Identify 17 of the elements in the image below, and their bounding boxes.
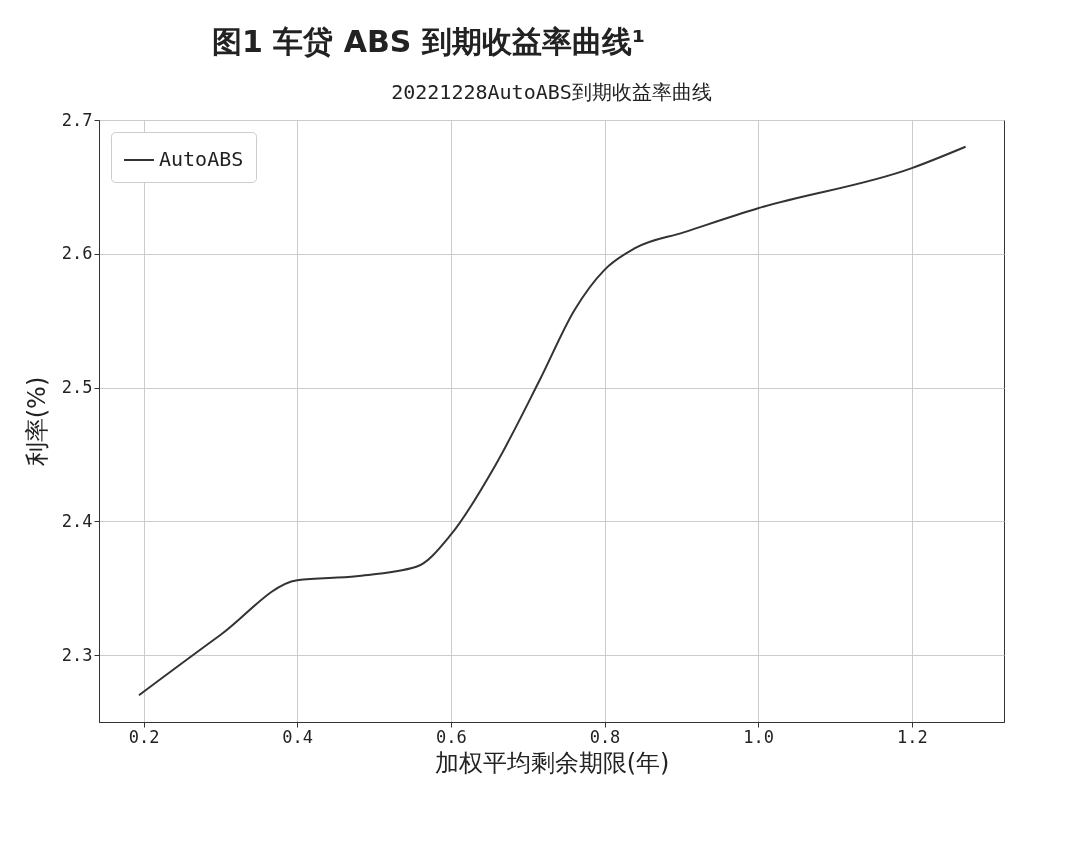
x-tick-label: 0.4 — [282, 726, 314, 747]
line-series — [137, 145, 967, 697]
x-tick-label: 1.2 — [896, 726, 928, 747]
y-tick-label: 2.3 — [61, 644, 93, 665]
y-axis-title: 利率(%) — [22, 376, 51, 467]
legend-label: AutoABS — [159, 147, 244, 171]
chart-title: 图1 车贷 ABS 到期收益率曲线¹ — [212, 23, 647, 61]
y-tick-label: 2.7 — [61, 109, 93, 130]
x-axis-title: 加权平均剩余期限(年) — [434, 748, 670, 777]
x-tick-label: 0.6 — [436, 726, 467, 747]
x-tick-label: 0.2 — [128, 726, 160, 747]
x-tick-label: 1.0 — [743, 726, 775, 747]
y-tick-label: 2.6 — [61, 243, 93, 264]
y-tick-label: 2.4 — [61, 510, 93, 531]
x-tick-label: 0.8 — [589, 726, 621, 747]
y-tick-label: 2.5 — [61, 377, 93, 398]
chart-subtitle: 20221228AutoABS到期收益率曲线 — [391, 80, 712, 104]
